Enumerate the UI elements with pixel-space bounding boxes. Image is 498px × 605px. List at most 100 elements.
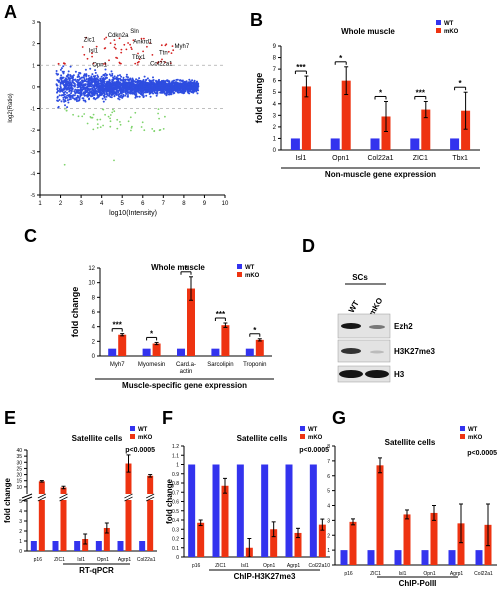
data-point	[125, 75, 128, 78]
data-point	[110, 94, 113, 97]
x-tick-label: 3	[79, 201, 83, 207]
up-point	[137, 52, 139, 55]
data-point	[195, 81, 198, 84]
data-point	[173, 79, 176, 82]
data-point	[79, 72, 82, 75]
legend-label-wt: WT	[245, 265, 255, 271]
bar-break-gap	[146, 494, 155, 500]
gene-label: Col22a1	[150, 61, 173, 67]
category-label: p16	[344, 571, 353, 577]
category-label: ZIC1	[413, 155, 428, 162]
data-point	[63, 62, 66, 65]
data-point	[139, 92, 142, 95]
data-point	[134, 85, 136, 88]
data-point	[157, 88, 160, 91]
data-point	[114, 87, 117, 90]
data-point	[92, 88, 94, 91]
down-point	[81, 115, 84, 118]
bar-wt	[188, 464, 196, 557]
data-point	[127, 91, 130, 94]
data-point	[96, 92, 99, 95]
data-point	[92, 97, 95, 100]
bar-wt	[421, 550, 429, 565]
data-point	[174, 82, 177, 85]
data-point	[118, 81, 121, 84]
data-point	[179, 89, 182, 92]
data-point	[183, 89, 186, 92]
data-point	[148, 84, 151, 87]
data-point	[80, 86, 83, 89]
data-point	[79, 91, 82, 94]
data-point	[194, 87, 197, 90]
data-point	[127, 87, 130, 90]
data-point	[123, 82, 126, 85]
up-point	[108, 59, 110, 62]
data-point	[73, 85, 76, 88]
category-label: Card.a-	[176, 362, 196, 368]
data-point	[97, 75, 100, 78]
data-point	[155, 79, 157, 82]
up-point	[160, 60, 162, 63]
data-point	[135, 80, 138, 83]
data-point	[69, 65, 72, 68]
data-point	[110, 70, 113, 73]
data-point	[181, 84, 184, 87]
axis-break-mark	[21, 493, 33, 499]
data-point	[170, 91, 172, 93]
y-tick-label: 3	[32, 20, 35, 26]
legend-label-mko: mKO	[444, 29, 459, 35]
data-point	[184, 80, 186, 83]
up-point	[105, 36, 108, 39]
bar-mko	[197, 522, 205, 557]
data-point	[152, 92, 155, 95]
data-point	[91, 73, 94, 76]
y-tick-label: 0.5	[172, 509, 179, 515]
down-point	[99, 118, 102, 121]
data-point	[138, 83, 141, 86]
panel-label-G: G	[332, 408, 346, 428]
data-point	[71, 96, 74, 99]
data-point	[77, 79, 80, 82]
data-point	[159, 82, 162, 85]
down-point	[109, 125, 112, 128]
band-h3k27me3-mko	[370, 350, 384, 354]
data-point	[57, 105, 60, 108]
band-h3k27me3-wt	[341, 348, 361, 354]
up-point	[119, 62, 121, 65]
data-point	[116, 83, 119, 86]
bar-wt	[74, 541, 81, 551]
bar-mko	[294, 532, 302, 557]
data-point	[107, 82, 110, 85]
data-point	[92, 78, 95, 81]
category-label: Col22a1	[137, 557, 156, 563]
y-tick-label: 5	[19, 499, 22, 505]
data-point	[69, 81, 72, 84]
bar-wt	[394, 550, 402, 565]
y-tick-label: 0.1	[172, 546, 179, 552]
data-point	[87, 78, 90, 81]
down-point	[109, 117, 111, 120]
data-point	[148, 79, 151, 82]
down-point	[92, 128, 95, 131]
data-point	[125, 73, 128, 76]
data-point	[60, 77, 63, 80]
data-point	[163, 87, 165, 90]
data-point	[70, 90, 73, 93]
data-point	[116, 78, 119, 81]
blot-row-label: Ezh2	[394, 322, 413, 331]
data-point	[75, 90, 78, 93]
y-tick-label: 5	[327, 489, 330, 495]
data-point	[88, 98, 90, 101]
data-point	[105, 86, 108, 89]
data-point	[165, 85, 168, 88]
data-point	[114, 85, 117, 88]
data-point	[65, 96, 68, 99]
data-point	[145, 81, 148, 84]
bar-break-mark	[124, 493, 133, 499]
data-point	[97, 88, 100, 91]
data-point	[69, 74, 72, 77]
data-point	[67, 94, 70, 97]
data-point	[165, 83, 168, 86]
data-point	[193, 90, 196, 93]
data-point	[81, 81, 84, 84]
